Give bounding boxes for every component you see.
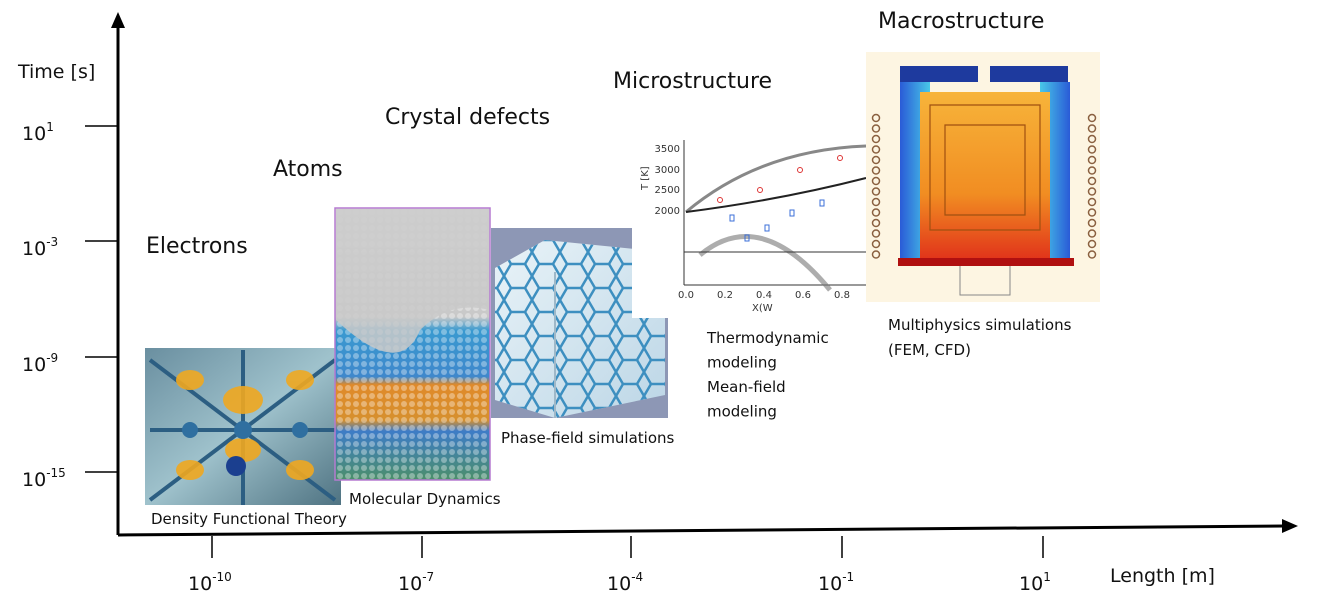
method-label: Molecular Dynamics [349, 490, 501, 508]
inset-y-tick: 3000 [655, 165, 680, 176]
coil [871, 176, 881, 186]
coil [1087, 124, 1097, 133]
dft-atoms [182, 421, 308, 476]
y-tick-label: 101 [22, 120, 54, 145]
tick-exponent: 1 [46, 120, 54, 134]
coil [1087, 208, 1097, 217]
tick-exponent: -4 [631, 570, 643, 584]
macro-coils [871, 113, 1097, 259]
inset-x-tick: 0.0 [678, 290, 694, 301]
x-tick-label: 10-1 [818, 570, 854, 595]
x-arrow [1282, 519, 1298, 533]
coil [1087, 229, 1097, 238]
inset-y-tick: 2000 [655, 206, 680, 217]
method-label: (FEM, CFD) [888, 341, 971, 359]
coil [1087, 218, 1097, 228]
tick-base: 10 [22, 354, 46, 376]
coil [871, 218, 881, 228]
x-tick-label: 10-7 [398, 570, 434, 595]
method-label: Multiphysics simulations [888, 316, 1072, 334]
method-label: modeling [707, 403, 777, 421]
inset-y-tick: 3500 [655, 144, 680, 155]
method-label: Phase-field simulations [501, 429, 675, 447]
macro-furnace [920, 92, 1050, 262]
coil [1087, 239, 1097, 249]
coil [1087, 250, 1097, 259]
x-tick-label: 101 [1019, 570, 1051, 595]
coil [871, 113, 881, 123]
tick-base: 10 [22, 238, 46, 260]
coil [1087, 145, 1097, 154]
y-tick-label: 10-3 [22, 235, 58, 260]
coil [871, 134, 881, 144]
inset-x-label: X(W [752, 303, 773, 314]
coil [1087, 166, 1097, 175]
pf-grains [495, 240, 665, 418]
coil [871, 208, 881, 217]
tick-exponent: -3 [46, 235, 58, 249]
tick-exponent: -9 [46, 351, 58, 365]
coil [871, 145, 881, 154]
y-tick-label: 10-9 [22, 351, 58, 376]
y-tick-label: 10-15 [22, 466, 66, 491]
coil [871, 239, 881, 249]
y-axis-label: Time [s] [17, 61, 95, 83]
scale-title: Crystal defects [385, 105, 550, 130]
scale-title: Atoms [273, 157, 343, 182]
tick-exponent: -10 [212, 570, 232, 584]
x-tick-label: 10-4 [607, 570, 643, 595]
scale-title: Macrostructure [878, 9, 1044, 34]
tick-exponent: -15 [46, 466, 66, 480]
method-label: Thermodynamic [706, 329, 829, 347]
tick-base: 10 [607, 573, 631, 595]
method-label: modeling [707, 354, 777, 372]
coil [871, 197, 881, 207]
coil [871, 187, 881, 196]
macro-base [898, 258, 1074, 266]
tick-base: 10 [188, 573, 212, 595]
md-melt [336, 209, 489, 353]
x-axis-label: Length [m] [1110, 565, 1215, 587]
macro-stand [959, 266, 1011, 296]
coil [871, 155, 881, 165]
inset-y-tick: 2500 [655, 185, 680, 196]
tick-base: 10 [818, 573, 842, 595]
tick-exponent: 1 [1043, 570, 1051, 584]
tick-base: 10 [1019, 573, 1043, 595]
method-label: Mean-field [707, 378, 786, 396]
coil [871, 250, 881, 259]
macro-lid [900, 66, 978, 82]
inset-x-tick: 0.2 [717, 290, 733, 301]
inset-y-label: T [K] [640, 166, 651, 191]
scale-title: Microstructure [613, 69, 772, 94]
axes [116, 26, 1285, 537]
tick-exponent: -1 [842, 570, 854, 584]
method-label: Density Functional Theory [151, 510, 347, 528]
tick-exponent: -7 [422, 570, 434, 584]
coil [1087, 176, 1097, 186]
coil [1087, 187, 1097, 196]
tick-base: 10 [22, 123, 46, 145]
coil [871, 124, 881, 133]
macro-lid [990, 66, 1068, 82]
inset-x-tick: 0.4 [756, 290, 772, 301]
macro-outline [929, 104, 1041, 231]
coil [871, 229, 881, 238]
coil [871, 166, 881, 175]
illustrations: 3500 3000 2500 2000 0.0 0.2 0.4 0.6 0.8 T [K] X(W [145, 52, 1100, 505]
tick-base: 10 [22, 469, 46, 491]
x-tick-label: 10-10 [188, 570, 232, 595]
coil [1087, 134, 1097, 144]
inset-x-tick: 0.8 [834, 290, 850, 301]
coil [1087, 113, 1097, 123]
inset-x-tick: 0.6 [795, 290, 811, 301]
y-arrow [111, 12, 125, 28]
scale-title: Electrons [146, 234, 248, 259]
coil [1087, 155, 1097, 165]
tick-base: 10 [398, 573, 422, 595]
coil [1087, 197, 1097, 207]
dft-orbitals [176, 370, 314, 480]
inset-axes: 3500 3000 2500 2000 0.0 0.2 0.4 0.6 0.8 T [K] X(W [640, 140, 867, 314]
